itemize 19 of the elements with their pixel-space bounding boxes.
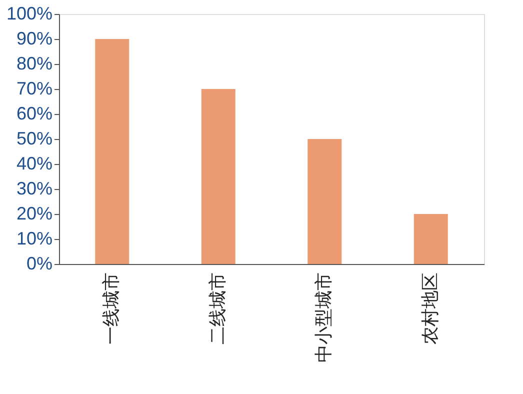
- x-tick-label: 中小型城市: [314, 272, 335, 362]
- bar: [95, 39, 130, 264]
- y-tick-label: 60%: [16, 104, 52, 124]
- bar: [308, 139, 342, 264]
- y-tick-label: 90%: [16, 28, 52, 48]
- y-tick-label: 70%: [16, 78, 52, 98]
- y-tick-label: 40%: [16, 154, 52, 174]
- y-tick-label: 0%: [26, 254, 52, 274]
- y-tick-label: 30%: [16, 178, 52, 198]
- y-tick-label: 20%: [16, 204, 52, 224]
- y-tick-label: 80%: [16, 54, 52, 74]
- bar: [414, 214, 448, 264]
- x-tick-label: 一线城市: [101, 272, 122, 344]
- bar: [201, 89, 236, 264]
- y-tick-label: 100%: [6, 4, 52, 24]
- x-tick-label: 二线城市: [207, 272, 228, 344]
- x-tick-label: 农村地区: [420, 272, 441, 344]
- y-tick-label: 50%: [16, 128, 52, 148]
- y-tick-label: 10%: [16, 228, 52, 248]
